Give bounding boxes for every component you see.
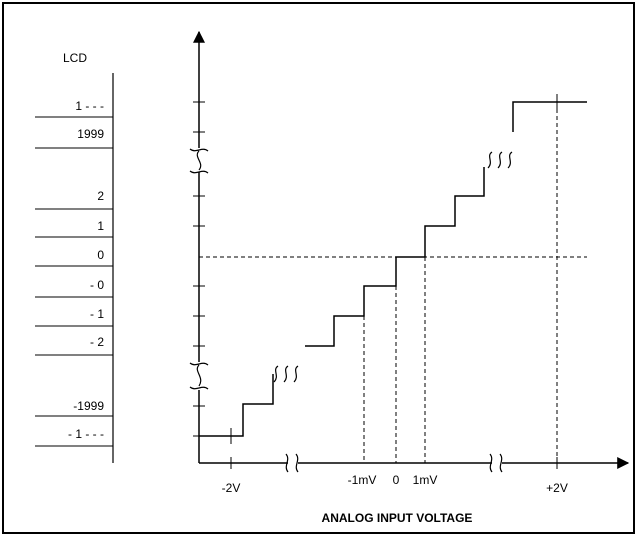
x-axis-break-icon <box>489 453 503 473</box>
lcd-row-label: - 1 <box>90 307 104 321</box>
lcd-row: 1999 <box>35 127 113 149</box>
lcd-row-label: 0 <box>97 248 104 262</box>
curve-break-icon <box>487 151 513 169</box>
y-axis-break-icon <box>189 362 209 390</box>
lcd-row: 0 <box>35 248 113 267</box>
x-tick-label: -1mV <box>348 473 377 487</box>
lcd-row-label: - 2 <box>90 335 104 349</box>
lcd-row-label: 1 <box>97 219 104 233</box>
x-axis-title: ANALOG INPUT VOLTAGE <box>322 511 473 525</box>
x-axis: -2V -1mV 0 1mV +2V ANALOG INPUT VOLTAGE <box>199 453 630 525</box>
y-axis <box>189 30 209 463</box>
lcd-column: LCD 1 - - - 1999 2 1 0 - 0 - 1 <box>35 51 114 463</box>
lcd-row-label: 1 - - - <box>75 99 104 113</box>
lcd-row-label: - 1 - - - <box>68 427 104 441</box>
lcd-header: LCD <box>63 51 87 65</box>
lcd-row: - 2 <box>35 335 113 356</box>
x-tick-label: 1mV <box>413 473 438 487</box>
lcd-row-label: 1999 <box>77 127 104 141</box>
lcd-row-label: - 0 <box>90 278 104 292</box>
curve-break-icon <box>273 365 299 383</box>
y-axis-break-icon <box>189 148 209 174</box>
lcd-row-label: -1999 <box>73 399 104 413</box>
transfer-staircase <box>199 101 587 437</box>
lcd-row: - 1 - - - <box>35 427 113 447</box>
lcd-row: - 0 <box>35 278 113 298</box>
lcd-row: - 1 <box>35 307 113 327</box>
lcd-row: 1 <box>35 219 113 238</box>
figure-frame <box>2 2 635 534</box>
x-tick-label: -2V <box>222 481 241 495</box>
guide-lines <box>199 102 587 463</box>
lcd-row: 1 - - - <box>35 99 113 118</box>
x-tick-label: +2V <box>546 481 568 495</box>
x-axis-break-icon <box>285 453 299 473</box>
lcd-row-label: 2 <box>97 189 104 203</box>
lcd-row: -1999 <box>35 399 113 417</box>
lcd-row: 2 <box>35 189 113 210</box>
x-tick-label: 0 <box>393 473 400 487</box>
